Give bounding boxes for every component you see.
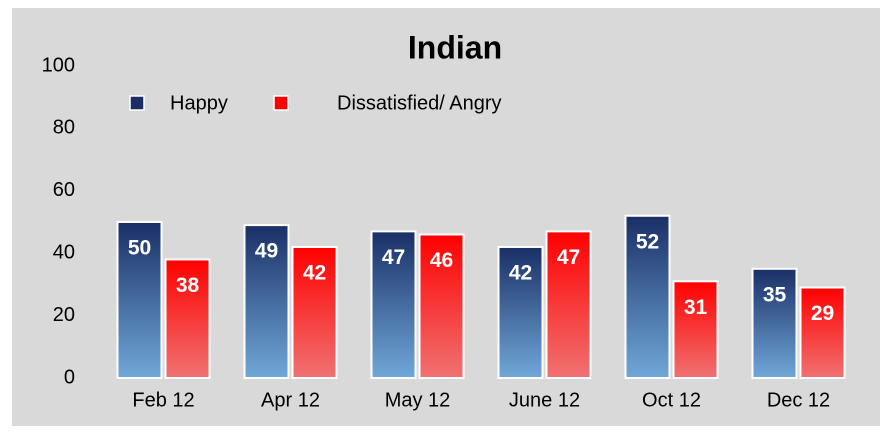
y-tick-label: 100 (42, 54, 75, 76)
y-tick-label: 40 (53, 241, 75, 263)
legend-label: Happy (170, 92, 228, 114)
x-tick-label: May 12 (385, 389, 451, 411)
bar (799, 286, 846, 379)
bar (370, 230, 417, 379)
value-label: 46 (430, 249, 453, 272)
value-label: 31 (684, 296, 708, 319)
bar (164, 258, 211, 379)
value-label: 38 (176, 274, 200, 297)
bar (497, 245, 544, 379)
value-label: 29 (811, 302, 834, 325)
value-label: 49 (255, 240, 278, 263)
value-label: 42 (303, 262, 326, 285)
x-tick-label: Apr 12 (261, 389, 320, 411)
legend-label: Dissatisfied/ Angry (337, 92, 502, 114)
value-label: 52 (636, 230, 659, 253)
value-label: 42 (509, 262, 532, 285)
value-label: 50 (128, 237, 151, 260)
bar (243, 224, 290, 379)
bar (751, 267, 798, 379)
bar (672, 280, 719, 379)
y-tick-label: 60 (53, 179, 75, 201)
value-label: 47 (557, 246, 580, 269)
y-tick-label: 0 (64, 366, 75, 388)
legend-swatch (129, 95, 145, 111)
x-tick-label: Dec 12 (767, 389, 830, 411)
bar (291, 245, 338, 379)
legend-swatch (273, 95, 289, 111)
value-label: 47 (382, 246, 405, 269)
bar (545, 230, 592, 379)
value-label: 35 (763, 283, 787, 306)
y-tick-label: 20 (53, 304, 75, 326)
x-tick-label: June 12 (509, 389, 580, 411)
chart-title: Indian (408, 29, 502, 65)
bar (418, 233, 465, 379)
x-tick-label: Feb 12 (132, 389, 194, 411)
x-tick-label: Oct 12 (642, 389, 701, 411)
bar (624, 214, 671, 379)
y-tick-label: 80 (53, 117, 75, 139)
bar (116, 221, 163, 379)
